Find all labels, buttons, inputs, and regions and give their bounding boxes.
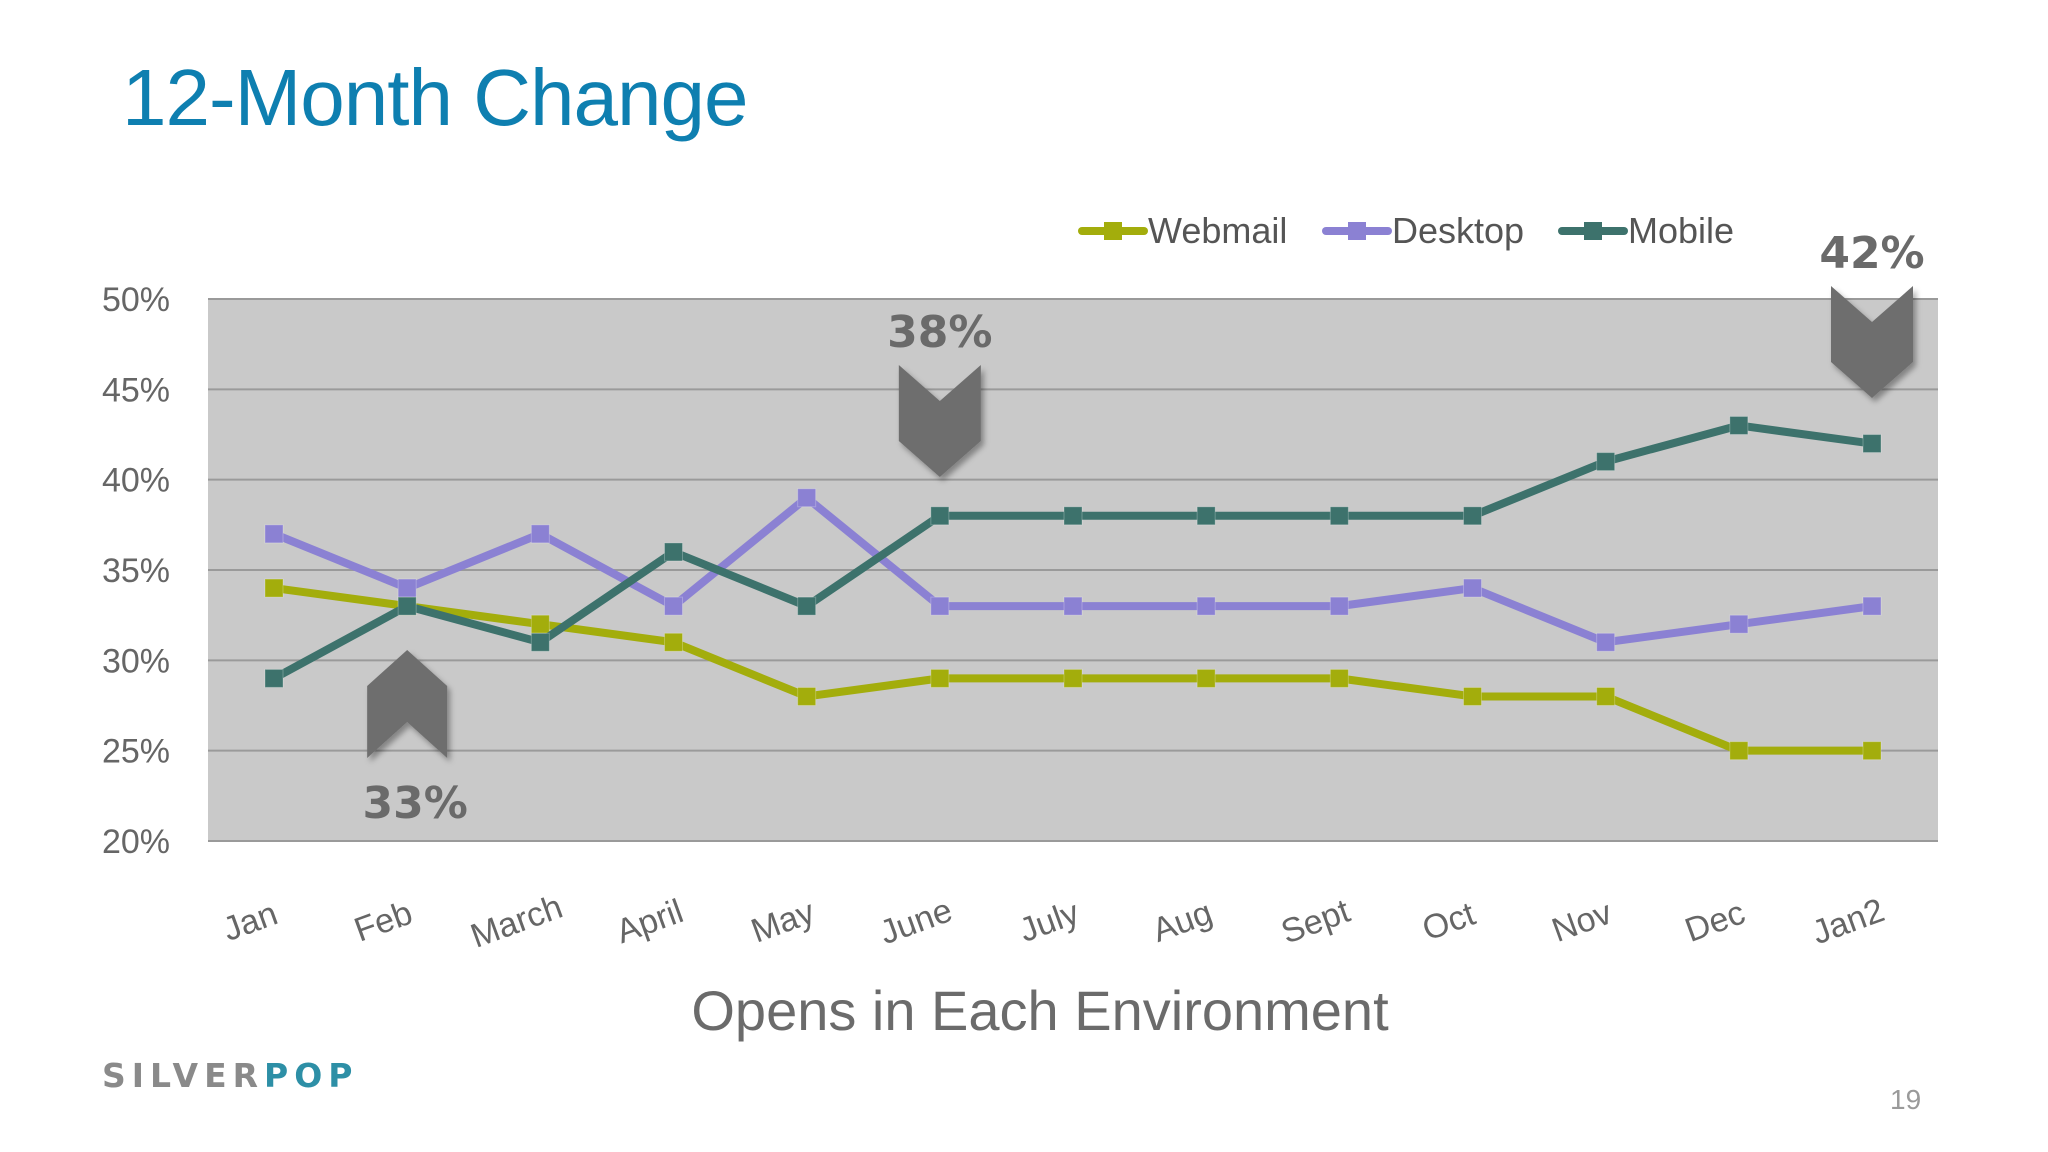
callout-label: 33% [363, 778, 468, 829]
data-point [264, 668, 284, 688]
data-point [530, 524, 550, 544]
data-point [1729, 614, 1749, 634]
x-tick-label: May [746, 893, 819, 951]
callout-33pct: 33% [363, 650, 468, 829]
logo-pop: POP [264, 1056, 359, 1095]
legend-label: Mobile [1628, 210, 1734, 251]
data-point [1463, 686, 1482, 706]
data-point [1063, 596, 1083, 616]
data-point [1329, 596, 1349, 616]
series-lines [264, 415, 1882, 761]
x-tick-label: Feb [349, 894, 417, 950]
callout-label: 42% [1819, 228, 1924, 279]
y-tick-label: 25% [102, 733, 170, 771]
x-tick-label: March [466, 888, 568, 956]
data-point [1862, 741, 1882, 761]
legend-marker [1584, 222, 1602, 240]
x-tick-label: Oct [1417, 895, 1480, 949]
legend-label: Webmail [1148, 210, 1287, 251]
y-tick-label: 20% [102, 823, 170, 861]
data-point [797, 596, 817, 616]
silverpop-logo: SILVERPOP [102, 1056, 358, 1095]
callout-38pct: 38% [887, 307, 992, 477]
data-point [1329, 506, 1349, 526]
data-point [1196, 668, 1216, 688]
x-tick-label: Nov [1547, 893, 1617, 949]
y-tick-label: 45% [102, 371, 170, 409]
y-tick-label: 35% [102, 552, 170, 590]
data-point [1329, 668, 1349, 688]
data-point [530, 614, 550, 634]
data-point [1196, 596, 1216, 616]
x-tick-label: Jan2 [1807, 891, 1889, 952]
data-point [930, 596, 950, 616]
series-desktop [264, 488, 1882, 652]
y-tick-label: 40% [102, 462, 170, 500]
legend-item-desktop: Desktop [1322, 210, 1524, 251]
data-point [1862, 434, 1882, 454]
x-tick-label: Dec [1680, 893, 1750, 949]
data-point [1196, 506, 1216, 526]
chevron-down-icon [1831, 286, 1913, 398]
callout-label: 38% [887, 307, 992, 358]
x-tick-label: June [875, 891, 957, 952]
data-point [664, 632, 683, 652]
data-point [1596, 686, 1616, 706]
data-point [1596, 632, 1616, 652]
x-tick-label: April [611, 892, 688, 951]
data-point [1729, 415, 1749, 435]
callouts: 33% 38% 42% [363, 228, 1925, 829]
data-point [530, 632, 550, 652]
logo-silver: SILVER [102, 1056, 265, 1095]
data-point [1063, 506, 1083, 526]
chevron-up-icon [367, 650, 448, 758]
x-tick-label: Aug [1147, 893, 1217, 949]
x-tick-label: Sept [1276, 892, 1355, 952]
legend-marker [1104, 222, 1122, 240]
gridlines [208, 298, 1938, 842]
data-point [664, 542, 683, 562]
data-point [797, 488, 817, 508]
data-point [264, 578, 284, 598]
y-tick-label: 30% [102, 642, 170, 680]
y-tick-label: 50% [102, 281, 170, 319]
page-number: 19 [1890, 1084, 1922, 1115]
data-point [397, 578, 417, 598]
series-mobile [264, 415, 1882, 688]
data-point [1463, 578, 1482, 598]
y-axis-ticks: 20% 25% 30% 35% 40% 45% 50% [102, 281, 170, 861]
data-point [1463, 506, 1482, 526]
data-point [264, 524, 284, 544]
x-tick-label: July [1014, 893, 1084, 949]
legend-item-webmail: Webmail [1078, 210, 1287, 251]
data-point [664, 596, 683, 616]
slide-title: 12-Month Change [122, 53, 748, 142]
data-point [930, 668, 950, 688]
data-point [1862, 596, 1882, 616]
x-axis-ticks: Jan Feb March April May June July Aug Sept Oct Nov… [218, 888, 1889, 956]
data-point [797, 686, 817, 706]
data-point [1596, 452, 1616, 472]
data-point [1063, 668, 1083, 688]
callout-42pct: 42% [1819, 228, 1925, 398]
x-tick-label: Jan [218, 894, 283, 948]
data-point [930, 506, 950, 526]
chevron-down-icon [898, 365, 981, 477]
legend-marker [1348, 222, 1366, 240]
data-point [397, 596, 417, 616]
legend-item-mobile: Mobile [1558, 210, 1734, 251]
legend-label: Desktop [1392, 210, 1524, 251]
data-point [1729, 741, 1749, 761]
legend: Webmail Desktop Mobile [1078, 210, 1734, 251]
x-axis-title: Opens in Each Environment [691, 979, 1389, 1042]
